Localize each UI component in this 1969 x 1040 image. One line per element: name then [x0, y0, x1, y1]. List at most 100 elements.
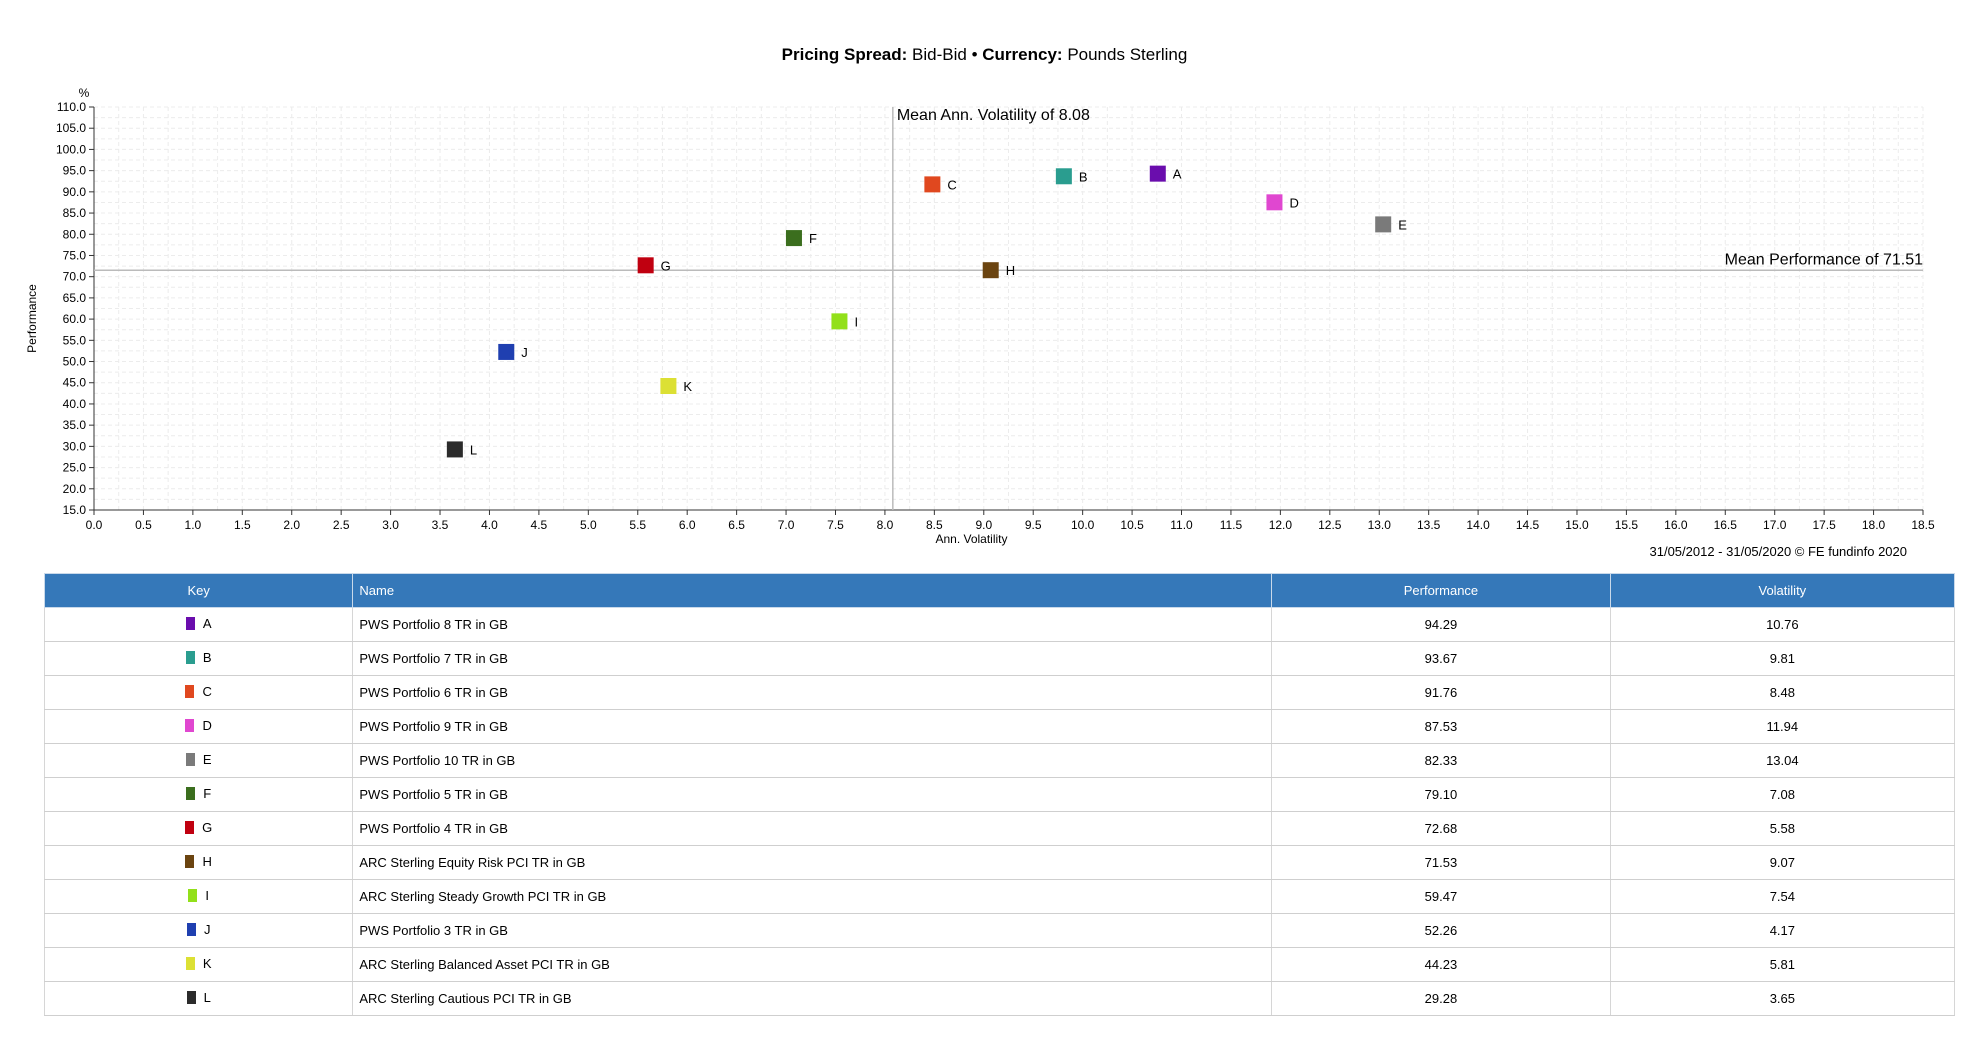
row-key: F — [203, 786, 212, 801]
row-volatility: 8.48 — [1609, 675, 1956, 710]
point-label: D — [1289, 195, 1298, 210]
chart-area: Pricing Spread: Bid-Bid • Currency: Poun… — [0, 45, 1969, 559]
row-volatility: 10.76 — [1609, 607, 1956, 642]
table-row: K ARC Sterling Balanced Asset PCI TR in G… — [43, 947, 1956, 982]
y-tick-label: 25.0 — [63, 461, 87, 475]
row-volatility: 3.65 — [1609, 981, 1956, 1016]
row-key: C — [202, 684, 212, 699]
row-performance: 72.68 — [1271, 811, 1611, 846]
y-tick-label: 45.0 — [63, 376, 87, 390]
row-volatility: 7.08 — [1609, 777, 1956, 812]
y-tick-label: 75.0 — [63, 248, 87, 262]
x-tick-label: 12.0 — [1269, 518, 1293, 532]
point-label: J — [521, 345, 528, 360]
row-key: K — [202, 956, 212, 971]
header-key: Key — [43, 573, 354, 608]
color-swatch — [185, 719, 195, 732]
y-axis-title: Performance — [25, 284, 39, 353]
data-point-h — [982, 262, 999, 279]
x-tick-label: 5.5 — [629, 518, 646, 532]
color-swatch — [185, 821, 195, 834]
row-volatility: 9.81 — [1609, 641, 1956, 676]
header-name: Name — [352, 573, 1273, 608]
x-tick-label: 7.5 — [827, 518, 844, 532]
row-key: L — [203, 990, 211, 1005]
x-tick-label: 15.5 — [1615, 518, 1639, 532]
row-performance: 82.33 — [1271, 743, 1611, 778]
row-volatility: 11.94 — [1609, 709, 1956, 744]
color-swatch — [186, 991, 196, 1004]
y-tick-label: 105.0 — [56, 121, 86, 135]
row-volatility: 5.81 — [1609, 947, 1956, 982]
point-label: F — [809, 231, 817, 246]
x-tick-label: 15.0 — [1565, 518, 1589, 532]
chart-title: Pricing Spread: Bid-Bid • Currency: Poun… — [0, 45, 1969, 65]
data-point-e — [1375, 216, 1392, 233]
source-note: 31/05/2012 - 31/05/2020 © FE fundinfo 20… — [1649, 544, 1908, 559]
row-key: E — [202, 752, 212, 767]
row-performance: 87.53 — [1271, 709, 1611, 744]
y-tick-label: 15.0 — [63, 503, 87, 517]
x-tick-label: 1.0 — [185, 518, 202, 532]
x-tick-label: 0.0 — [86, 518, 103, 532]
y-tick-label: 65.0 — [63, 291, 87, 305]
row-performance: 52.26 — [1271, 913, 1611, 948]
row-name: PWS Portfolio 10 TR in GB — [352, 743, 1273, 778]
x-tick-label: 5.0 — [580, 518, 597, 532]
y-tick-label: 90.0 — [63, 185, 87, 199]
mean-volatility-label: Mean Ann. Volatility of 8.08 — [897, 107, 1090, 124]
color-swatch — [188, 889, 198, 902]
x-tick-label: 7.0 — [778, 518, 795, 532]
x-tick-label: 16.5 — [1714, 518, 1738, 532]
row-performance: 93.67 — [1271, 641, 1611, 676]
x-tick-label: 10.5 — [1120, 518, 1144, 532]
row-name: PWS Portfolio 5 TR in GB — [352, 777, 1273, 812]
data-point-a — [1149, 165, 1166, 182]
x-tick-label: 1.5 — [234, 518, 251, 532]
x-tick-label: 10.0 — [1071, 518, 1095, 532]
scatter-chart: 0.0 0.5 1.0 1.5 2.0 2.5 3.0 3.5 4.0 4.5 5.0 5.5 6.0 6… — [25, 86, 1935, 546]
row-key-cell: A — [43, 607, 354, 642]
y-tick-label: 60.0 — [63, 312, 87, 326]
y-tick-label: 20.0 — [63, 482, 87, 496]
data-point-g — [637, 257, 654, 274]
y-tick-label: 35.0 — [63, 418, 87, 432]
color-swatch — [185, 855, 195, 868]
x-tick-label: 3.5 — [432, 518, 449, 532]
y-tick-label: 70.0 — [63, 270, 87, 284]
row-key: G — [202, 820, 213, 835]
point-label: I — [854, 314, 858, 329]
x-tick-label: 12.5 — [1318, 518, 1342, 532]
row-name: ARC Sterling Cautious PCI TR in GB — [352, 981, 1273, 1016]
table-row: H ARC Sterling Equity Risk PCI TR in GB 71… — [43, 845, 1956, 880]
table-row: E PWS Portfolio 10 TR in GB 82.33 13.04 — [43, 743, 1956, 778]
row-performance: 44.23 — [1271, 947, 1611, 982]
x-tick-label: 6.0 — [679, 518, 696, 532]
currency-value: Pounds Sterling — [1067, 45, 1188, 64]
x-tick-label: 16.0 — [1664, 518, 1688, 532]
point-label: B — [1079, 169, 1088, 184]
table-row: I ARC Sterling Steady Growth PCI TR in GB… — [43, 879, 1956, 914]
data-point-k — [660, 378, 677, 395]
row-name: ARC Sterling Balanced Asset PCI TR in GB — [352, 947, 1273, 982]
row-performance: 91.76 — [1271, 675, 1611, 710]
table-row: D PWS Portfolio 9 TR in GB 87.53 11.94 — [43, 709, 1956, 744]
row-name: PWS Portfolio 4 TR in GB — [352, 811, 1273, 846]
row-performance: 71.53 — [1271, 845, 1611, 880]
row-key: A — [202, 616, 212, 631]
y-tick-label: 110.0 — [57, 100, 86, 114]
row-key: I — [205, 888, 209, 903]
x-tick-label: 4.5 — [531, 518, 548, 532]
row-key: D — [202, 718, 212, 733]
point-label: C — [947, 177, 956, 192]
row-performance: 94.29 — [1271, 607, 1611, 642]
y-tick-label: 50.0 — [63, 355, 87, 369]
row-performance: 29.28 — [1271, 981, 1611, 1016]
y-tick-label: 80.0 — [63, 227, 87, 241]
row-key-cell: D — [43, 709, 354, 744]
spread-value: Bid-Bid — [912, 45, 967, 64]
currency-label: Currency: — [982, 45, 1063, 64]
color-swatch — [185, 753, 195, 766]
row-key-cell: E — [43, 743, 354, 778]
color-swatch — [185, 957, 195, 970]
